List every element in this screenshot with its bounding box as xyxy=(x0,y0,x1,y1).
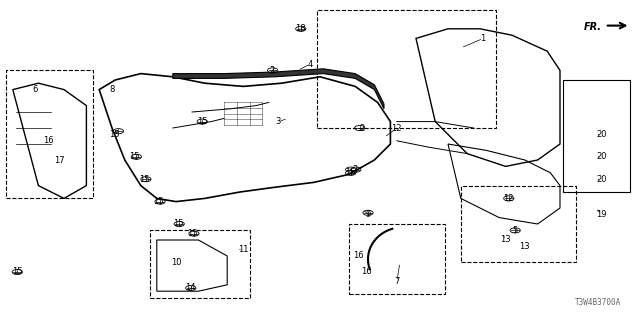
Text: 2: 2 xyxy=(269,66,275,75)
Text: 1: 1 xyxy=(481,34,486,43)
Text: 20: 20 xyxy=(596,130,607,139)
Text: 9: 9 xyxy=(365,210,371,219)
Text: 14: 14 xyxy=(186,284,196,292)
Polygon shape xyxy=(173,69,384,109)
Bar xyxy=(150,230,250,298)
Text: 4: 4 xyxy=(308,60,313,68)
Text: 12: 12 xyxy=(392,124,402,132)
Text: 10: 10 xyxy=(171,258,181,267)
Bar xyxy=(461,186,576,262)
Text: 16: 16 xyxy=(353,252,364,260)
Text: FR.: FR. xyxy=(584,22,602,32)
Text: 13: 13 xyxy=(520,242,530,251)
Text: 15: 15 xyxy=(187,229,197,238)
Text: 8: 8 xyxy=(109,85,115,94)
Text: 13: 13 xyxy=(500,236,511,244)
Text: 20: 20 xyxy=(596,152,607,161)
Text: 15: 15 xyxy=(139,175,149,184)
Bar xyxy=(563,80,630,192)
Text: 15: 15 xyxy=(173,220,183,228)
Text: 11: 11 xyxy=(238,245,248,254)
Text: 6: 6 xyxy=(33,85,38,94)
Bar xyxy=(6,70,93,198)
Bar xyxy=(349,224,445,294)
Text: 7: 7 xyxy=(394,277,399,286)
Text: 15: 15 xyxy=(12,268,22,276)
Bar xyxy=(317,10,496,128)
Text: 5: 5 xyxy=(513,226,518,235)
Text: 15: 15 xyxy=(154,197,164,206)
Text: 19: 19 xyxy=(596,210,607,219)
Text: T3W4B3700A: T3W4B3700A xyxy=(575,298,621,307)
Text: 15: 15 xyxy=(129,152,140,161)
Text: 16: 16 xyxy=(361,268,371,276)
Text: 2: 2 xyxy=(353,165,358,174)
Text: 12: 12 xyxy=(504,194,514,203)
Text: 15: 15 xyxy=(346,168,356,177)
Text: 16: 16 xyxy=(43,136,53,145)
Text: 18: 18 xyxy=(296,24,306,33)
Text: 15: 15 xyxy=(109,130,119,139)
Text: 3: 3 xyxy=(276,117,281,126)
Text: 15: 15 xyxy=(197,117,207,126)
Text: 17: 17 xyxy=(54,156,65,164)
Text: 20: 20 xyxy=(596,175,607,184)
Text: 2: 2 xyxy=(359,124,364,132)
